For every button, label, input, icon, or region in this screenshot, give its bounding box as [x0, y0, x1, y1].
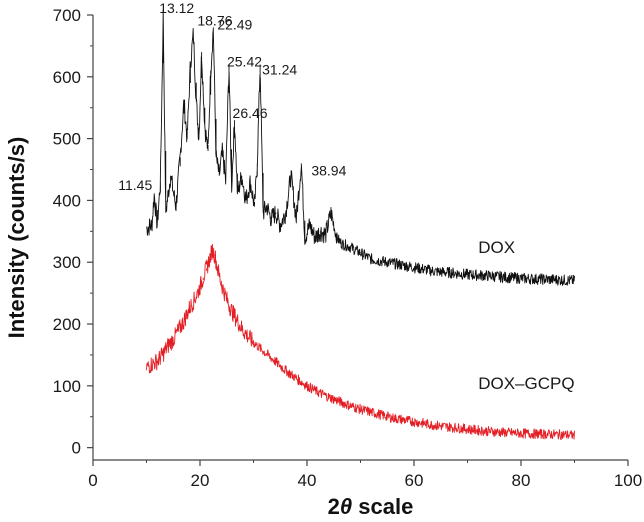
- x-axis-title-prefix: 2: [328, 494, 340, 519]
- y-tick-label: 0: [72, 439, 81, 458]
- y-tick-label: 700: [53, 6, 81, 25]
- x-axis-title-theta: θ: [340, 494, 352, 519]
- y-tick-label: 600: [53, 68, 81, 87]
- peak-label: 11.45: [118, 177, 152, 193]
- y-tick-label: 100: [53, 377, 81, 396]
- x-tick-label: 80: [512, 471, 531, 490]
- series-label: DOX: [478, 238, 515, 257]
- x-tick-label: 20: [191, 471, 210, 490]
- x-tick-label: 60: [405, 471, 424, 490]
- x-tick-label: 0: [88, 471, 97, 490]
- peak-label: 38.94: [311, 162, 346, 178]
- x-axis-ticks: 0 20 40 60 80 100: [88, 460, 642, 490]
- peak-label: 13.12: [159, 0, 194, 16]
- peak-label: 22.49: [217, 16, 252, 32]
- x-tick-label: 100: [614, 471, 642, 490]
- plot-frame: [92, 15, 628, 461]
- y-tick-label: 400: [53, 191, 81, 210]
- x-tick-label: 40: [298, 471, 317, 490]
- peak-label: 18.76: [197, 13, 232, 29]
- y-tick-label: 500: [53, 130, 81, 149]
- series-line-dox: [146, 9, 575, 286]
- series-labels: DOX DOX–GCPQ: [478, 238, 574, 393]
- peak-label: 31.24: [262, 61, 297, 77]
- x-axis-title: 2θ scale: [328, 494, 414, 519]
- peak-label: 26.46: [233, 105, 268, 121]
- y-tick-label: 200: [53, 315, 81, 334]
- y-tick-label: 300: [53, 253, 81, 272]
- y-axis-ticks: 0 100 200 300 400 500 600 700: [53, 6, 93, 458]
- series-line-dox-gcpq: [146, 243, 575, 440]
- y-axis-title: Intensity (counts/s): [4, 137, 29, 339]
- series-label: DOX–GCPQ: [478, 374, 574, 393]
- x-axis-title-suffix: scale: [352, 494, 413, 519]
- series-group: [146, 9, 575, 440]
- peak-label: 25.42: [227, 53, 262, 69]
